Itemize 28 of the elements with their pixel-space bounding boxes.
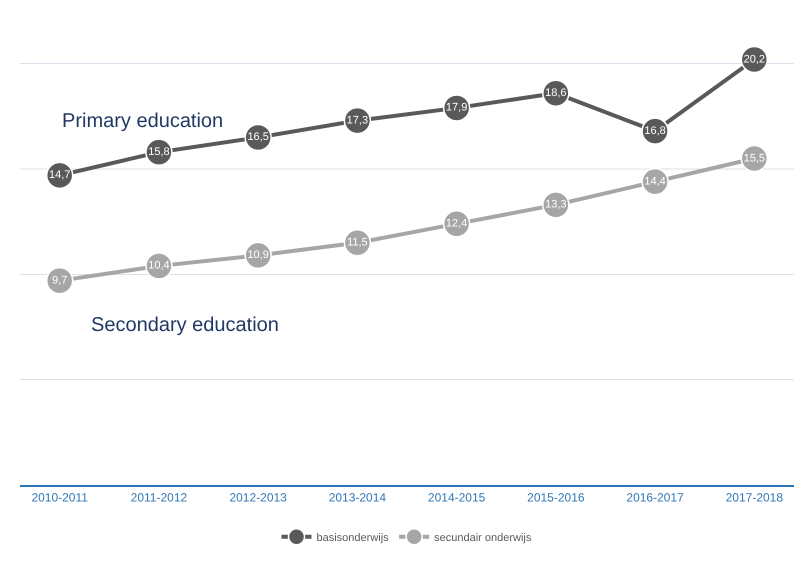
data-label: 15,8 xyxy=(148,146,170,158)
data-label: 14,4 xyxy=(644,175,666,188)
legend-label: secundair onderwijs xyxy=(434,532,532,544)
data-label: 17,9 xyxy=(446,102,468,114)
data-label: 16,5 xyxy=(247,131,269,144)
legend-label: basisonderwijs xyxy=(316,532,390,544)
data-label: 17,3 xyxy=(346,114,368,126)
x-tick-label: 2015-2016 xyxy=(527,490,585,504)
x-tick-label: 2010-2011 xyxy=(31,490,88,504)
x-tick-label: 2017-2018 xyxy=(726,490,784,504)
x-tick-label: 2011-2012 xyxy=(130,490,188,504)
data-label: 15,5 xyxy=(744,152,766,164)
data-label: 14,7 xyxy=(48,169,70,182)
data-label: 20,2 xyxy=(744,53,766,66)
data-label: 18,6 xyxy=(545,86,567,99)
data-label: 13,3 xyxy=(545,198,567,211)
data-label: 11,5 xyxy=(347,236,368,249)
text: Secondary education xyxy=(91,314,279,336)
x-tick-label: 2016-2017 xyxy=(626,490,684,504)
data-label: 16,8 xyxy=(644,124,666,137)
annotation: Primary education xyxy=(62,110,224,132)
data-label: 9,7 xyxy=(52,274,68,286)
x-tick-label: 2014-2015 xyxy=(428,490,486,504)
data-label: 10,4 xyxy=(148,260,170,272)
x-tick-label: 2013-2014 xyxy=(328,490,386,504)
x-tick-label: 2012-2013 xyxy=(229,490,288,504)
data-label: 10,9 xyxy=(247,249,269,262)
data-label: 12,4 xyxy=(446,218,468,230)
